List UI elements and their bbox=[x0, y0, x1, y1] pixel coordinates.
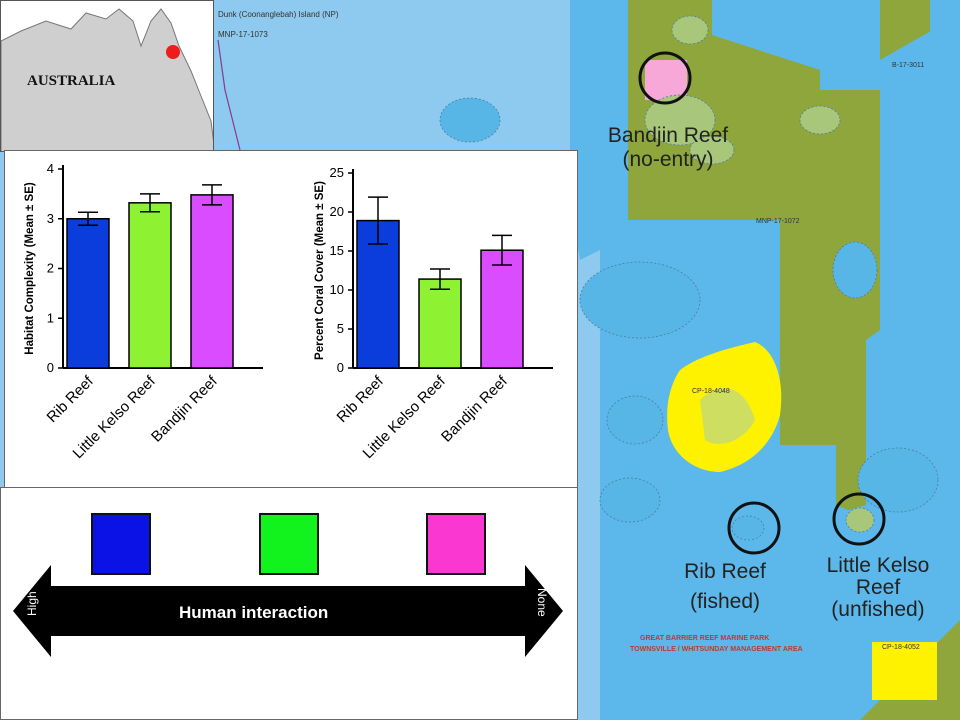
bar-charts: 0 1 2 3 4 Habitat Complexity (Mean ± SE) Rib R… bbox=[24, 161, 553, 462]
reef-shape bbox=[799, 105, 841, 135]
reef-shape bbox=[439, 97, 501, 143]
kelso-reef-label: Little Kelso Reef (unfished) bbox=[808, 555, 948, 621]
map-label-b-17-3011: B-17-3011 bbox=[892, 62, 925, 69]
map-label-cp-18-4052: CP-18-4052 bbox=[882, 644, 920, 651]
arrow-left-end: High bbox=[25, 591, 39, 616]
chart-0-bar bbox=[66, 218, 110, 369]
map-label-dunk-island: Dunk (Coonanglebah) Island (NP) bbox=[218, 10, 339, 19]
map-label-cp-18-4048: CP-18-4048 bbox=[692, 388, 730, 395]
study-location-marker bbox=[166, 45, 180, 59]
reef-shape bbox=[832, 241, 878, 299]
chart-1-ylabel: Percent Coral Cover (Mean ± SE) bbox=[314, 181, 326, 360]
australia-outline bbox=[1, 8, 213, 151]
reef-shape bbox=[700, 388, 755, 444]
legend-swatch-pink bbox=[426, 513, 486, 575]
rib-reef-status: (fished) bbox=[689, 590, 761, 613]
yellow-zone-cp-18-4052 bbox=[872, 642, 937, 700]
chart-0-ytick-label: 4 bbox=[47, 161, 54, 176]
pink-zone-bandjin bbox=[645, 60, 687, 100]
australia-inset-map: AUSTRALIA bbox=[0, 0, 214, 152]
boundary-line bbox=[217, 39, 241, 151]
reef-shape bbox=[579, 261, 701, 339]
reef-shape bbox=[606, 395, 664, 445]
chart-0-bar bbox=[128, 202, 172, 369]
chart-1-ytick-label: 5 bbox=[337, 321, 344, 336]
reef-shape bbox=[857, 447, 939, 513]
kelso-reef-circle bbox=[832, 492, 886, 546]
bandjin-reef-label: Bandjin Reef (no-entry) bbox=[588, 124, 748, 172]
chart-1-ytick-label: 10 bbox=[330, 282, 344, 297]
reef-shape bbox=[599, 477, 661, 523]
rib-reef-shape bbox=[731, 515, 765, 541]
reef-shape bbox=[644, 94, 716, 146]
chart-0-ytick-label: 1 bbox=[47, 310, 54, 325]
blue-zone-north bbox=[570, 0, 640, 260]
bandjin-reef-circle bbox=[638, 51, 692, 105]
chart-0-ytick-label: 0 bbox=[47, 360, 54, 375]
chart-1-category-label: Bandjin Reef bbox=[438, 372, 511, 445]
chart-1-bar bbox=[480, 249, 524, 369]
legend-swatch-green bbox=[259, 513, 319, 575]
park-title-line2: TOWNSVILLE / WHITSUNDAY MANAGEMENT AREA bbox=[630, 646, 803, 653]
chart-0-bar bbox=[190, 194, 234, 369]
chart-0-ytick-label: 2 bbox=[47, 261, 54, 276]
kelso-reef-name-line2: Reef bbox=[855, 576, 901, 599]
chart-1-ytick-label: 20 bbox=[330, 204, 344, 219]
chart-1-bar bbox=[356, 219, 400, 369]
chart-1-ytick-label: 15 bbox=[330, 243, 344, 258]
kelso-reef-shape bbox=[845, 507, 875, 533]
bandjin-reef-name: Bandjin Reef bbox=[607, 124, 729, 147]
arrow-right-end: None bbox=[535, 588, 549, 617]
map-label-mnp-17-1072: MNP-17-1072 bbox=[756, 218, 800, 225]
human-interaction-legend: Human interaction High None bbox=[0, 487, 578, 720]
chart-1-bar bbox=[418, 278, 462, 369]
double-arrow-shape bbox=[13, 565, 563, 657]
map-label-mnp-17-1073: MNP-17-1073 bbox=[218, 30, 268, 39]
chart-0-category-label: Bandjin Reef bbox=[148, 372, 221, 445]
reef-shape bbox=[671, 15, 709, 45]
rib-reef-circle bbox=[727, 501, 781, 555]
chart-1-category-label: Rib Reef bbox=[334, 372, 388, 426]
rib-reef-name: Rib Reef bbox=[684, 560, 766, 583]
legend-swatch-blue bbox=[91, 513, 151, 575]
chart-1-ytick-label: 0 bbox=[337, 360, 344, 375]
chart-1-ytick-label: 25 bbox=[330, 165, 344, 180]
australia-landmass bbox=[1, 8, 213, 151]
kelso-reef-status: (unfished) bbox=[831, 598, 925, 621]
arrow-label: Human interaction bbox=[179, 603, 329, 622]
park-title-line1: GREAT BARRIER REEF MARINE PARK bbox=[640, 635, 770, 642]
chart-0-ylabel: Habitat Complexity (Mean ± SE) bbox=[24, 182, 36, 355]
reef-shape bbox=[689, 135, 735, 165]
double-arrow bbox=[13, 565, 563, 657]
blue-zone-edge bbox=[930, 0, 960, 250]
kelso-reef-name-line1: Little Kelso bbox=[826, 554, 930, 577]
inset-title: AUSTRALIA bbox=[27, 73, 116, 89]
charts-panel: 0 1 2 3 4 Habitat Complexity (Mean ± SE) Rib R… bbox=[4, 150, 578, 488]
bandjin-reef-status: (no-entry) bbox=[622, 148, 714, 171]
chart-0-ytick-label: 3 bbox=[47, 211, 54, 226]
chart-0-category-label: Rib Reef bbox=[44, 372, 98, 426]
rib-reef-label: Rib Reef (fished) bbox=[670, 560, 780, 614]
